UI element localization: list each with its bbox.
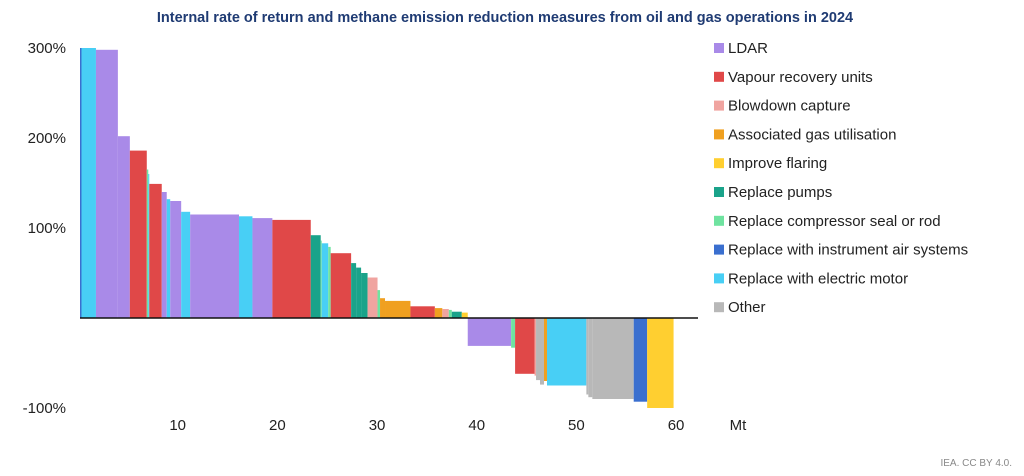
bar-other-39 <box>536 318 541 381</box>
chart-title: Internal rate of return and methane emis… <box>157 10 853 26</box>
legend-label-replace-with-electric-motor: Replace with electric motor <box>728 270 908 287</box>
bar-other-43 <box>586 318 589 395</box>
bar-replace-with-electric-motor-14 <box>238 216 253 318</box>
bar-vapour-recovery-units-8 <box>149 183 162 318</box>
legend-label-replace-pumps: Replace pumps <box>728 184 832 201</box>
bar-replace-compressor-seal-or-rod-32 <box>448 309 452 318</box>
bar-ldar-15 <box>252 218 273 318</box>
bar-vapour-recovery-units-29 <box>410 306 435 318</box>
bar-associated-gas-utilisation-41 <box>543 318 547 381</box>
bar-other-40 <box>540 318 544 385</box>
bar-replace-pumps-33 <box>451 311 462 318</box>
bar-blowdown-capture-25 <box>367 277 378 318</box>
bar-blowdown-capture-31 <box>442 309 449 318</box>
legend-swatch-vapour-recovery-units <box>714 71 724 82</box>
legend-swatch-replace-compressor-seal-or-rod <box>714 215 724 226</box>
bar-replace-with-electric-motor-42 <box>546 318 587 386</box>
y-tick-label: 300% <box>28 40 66 57</box>
legend-swatch-replace-with-instrument-air-systems <box>714 244 724 255</box>
x-tick-label: 30 <box>369 417 386 434</box>
legend-label-associated-gas-utilisation: Associated gas utilisation <box>728 126 896 143</box>
bar-blowdown-capture-38 <box>534 318 537 376</box>
bars <box>80 48 674 408</box>
legend-swatch-associated-gas-utilisation <box>714 129 724 140</box>
bar-replace-compressor-seal-or-rod-6 <box>146 169 149 318</box>
x-tick-label: 50 <box>568 417 585 434</box>
legend-swatch-other <box>714 302 724 313</box>
bar-vapour-recovery-units-5 <box>129 150 147 318</box>
bar-ldar-11 <box>170 201 182 318</box>
legend-label-blowdown-capture: Blowdown capture <box>728 98 851 115</box>
y-axis-ticks: 300% 200% 100% -100% <box>23 40 66 417</box>
bar-vapour-recovery-units-21 <box>330 253 352 318</box>
y-tick-label: 100% <box>28 220 66 237</box>
x-axis-ticks: 10 20 30 40 50 60 <box>169 417 684 434</box>
x-tick-label: 60 <box>668 417 685 434</box>
bar-replace-with-electric-motor-2 <box>81 48 96 318</box>
bar-other-44 <box>588 318 593 398</box>
bar-replace-with-electric-motor-10 <box>166 199 171 318</box>
bar-replace-with-electric-motor-7 <box>148 174 150 318</box>
bar-replace-with-instrument-air-systems-1 <box>80 48 82 318</box>
x-tick-label: 20 <box>269 417 286 434</box>
legend-label-replace-with-instrument-air-systems: Replace with instrument air systems <box>728 242 968 259</box>
bar-replace-with-electric-motor-12 <box>181 211 191 318</box>
y-tick-label: -100% <box>23 400 66 417</box>
bar-replace-with-electric-motor-19 <box>321 243 329 318</box>
x-axis-label: Mt <box>730 417 747 434</box>
bar-ldar-4 <box>117 136 130 318</box>
bar-vapour-recovery-units-16 <box>272 219 311 318</box>
legend-swatch-improve-flaring <box>714 158 724 169</box>
y-tick-label: 200% <box>28 130 66 147</box>
x-tick-label: 10 <box>169 417 186 434</box>
bar-associated-gas-utilisation-30 <box>434 308 443 318</box>
bar-replace-compressor-seal-or-rod-20 <box>328 246 331 318</box>
bar-replace-compressor-seal-or-rod-26 <box>377 290 381 318</box>
x-tick-label: 40 <box>468 417 485 434</box>
bar-replace-pumps-22 <box>351 263 357 318</box>
bar-replace-pumps-24 <box>361 273 368 318</box>
bar-ldar-3 <box>95 49 118 319</box>
legend-label-improve-flaring: Improve flaring <box>728 155 827 172</box>
legend-label-vapour-recovery-units: Vapour recovery units <box>728 69 873 86</box>
bar-improve-flaring-47 <box>647 318 674 408</box>
bar-ldar-9 <box>161 192 167 318</box>
source-credit: IEA. CC BY 4.0. <box>940 458 1012 469</box>
bar-replace-compressor-seal-or-rod-18 <box>320 240 322 318</box>
bar-replace-with-instrument-air-systems-46 <box>633 318 648 402</box>
legend: LDAR Vapour recovery units Blowdown captur… <box>714 40 968 316</box>
bar-associated-gas-utilisation-27 <box>380 298 386 318</box>
bar-ldar-13 <box>190 214 239 318</box>
bar-improve-flaring-34 <box>461 312 468 318</box>
bar-replace-compressor-seal-or-rod-36 <box>511 318 516 348</box>
legend-label-replace-compressor-seal-or-rod: Replace compressor seal or rod <box>728 213 941 230</box>
legend-swatch-ldar <box>714 43 724 53</box>
bar-vapour-recovery-units-37 <box>515 318 535 374</box>
bar-associated-gas-utilisation-28 <box>385 300 411 318</box>
bar-other-45 <box>592 318 634 399</box>
bar-replace-pumps-17 <box>310 235 321 318</box>
bar-ldar-35 <box>467 318 512 346</box>
legend-label-other: Other <box>728 299 766 316</box>
bar-replace-pumps-23 <box>356 267 362 318</box>
legend-swatch-blowdown-capture <box>714 100 724 111</box>
legend-swatch-replace-with-electric-motor <box>714 273 724 284</box>
legend-swatch-replace-pumps <box>714 187 724 197</box>
legend-label-ldar: LDAR <box>728 40 768 57</box>
